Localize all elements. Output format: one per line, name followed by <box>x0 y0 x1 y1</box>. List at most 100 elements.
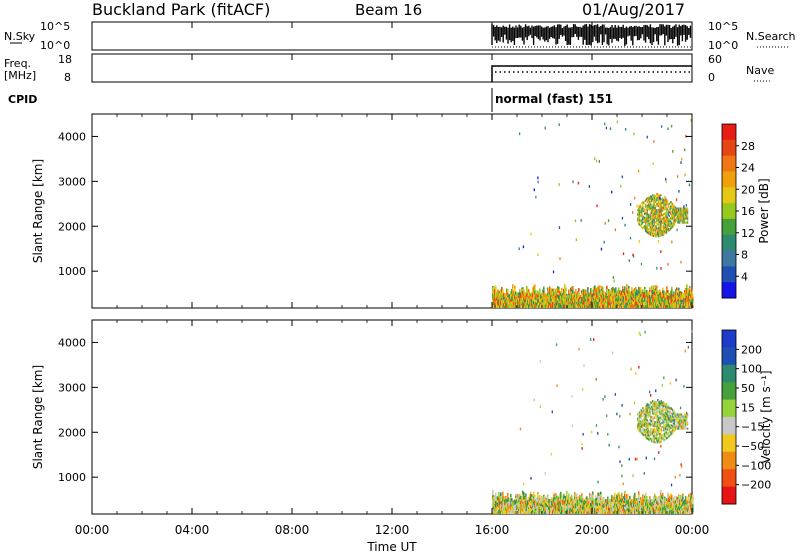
power-cell <box>561 290 563 293</box>
velocity-cell <box>564 498 566 501</box>
power-cell <box>682 221 684 224</box>
power-cell <box>660 224 663 227</box>
velocity-cell <box>498 495 500 498</box>
velocity-cell <box>670 507 672 511</box>
velocity-cell <box>664 414 666 417</box>
velocity-cell <box>655 435 657 438</box>
power-cell <box>561 298 563 303</box>
power-cell <box>599 285 601 290</box>
power-cell <box>633 297 635 300</box>
power-cell <box>641 208 643 211</box>
power-cell <box>508 297 510 301</box>
velocity-cell <box>657 415 659 418</box>
velocity-cell <box>652 502 654 505</box>
power-cell <box>651 232 653 235</box>
power-cell <box>556 302 558 306</box>
power-cell <box>594 292 596 296</box>
velocity-cell <box>658 427 660 430</box>
power-cell <box>623 293 625 297</box>
velocity-cell <box>656 439 658 442</box>
power-cell <box>542 297 544 300</box>
velocity-cell <box>655 509 657 511</box>
power-cell <box>668 300 670 302</box>
power-cell <box>519 298 521 302</box>
power-cell <box>537 305 539 308</box>
velocity-cell <box>674 414 677 417</box>
power-cell <box>625 300 627 303</box>
velocity-cell <box>564 510 566 514</box>
power-cell <box>638 293 640 296</box>
power-cell <box>650 197 652 200</box>
velocity-cell <box>507 511 509 514</box>
velocity-cell <box>549 499 551 503</box>
power-cell <box>497 296 499 301</box>
velocity-cell <box>552 506 554 511</box>
velocity-cell <box>580 504 582 508</box>
power-cell <box>653 288 655 292</box>
power-cell <box>680 217 683 220</box>
velocity-cell <box>676 425 678 428</box>
velocity-cell <box>617 498 619 502</box>
velocity-cell <box>657 405 659 408</box>
velocity-cell <box>541 496 543 498</box>
velocity-cell <box>508 501 510 503</box>
power-cell <box>613 290 615 294</box>
velocity-cell <box>647 427 649 431</box>
power-cell <box>651 285 653 290</box>
power-cell <box>649 294 651 298</box>
power-cell <box>607 295 609 298</box>
power-cell <box>549 305 551 308</box>
power-cell <box>690 294 692 297</box>
power-cell <box>686 215 688 218</box>
power-cell <box>652 194 655 197</box>
velocity-cell <box>509 508 511 511</box>
power-cell <box>533 304 535 308</box>
power-cell <box>517 302 519 305</box>
velocity-cell <box>639 506 641 510</box>
velocity-cell <box>667 407 670 410</box>
velocity-cell <box>653 435 656 438</box>
power-cell <box>619 304 621 308</box>
velocity-cell <box>641 410 643 413</box>
power-cell <box>628 259 630 262</box>
velocity-cell <box>561 510 563 514</box>
power-cell <box>647 213 649 216</box>
velocity-cell <box>608 500 610 504</box>
velocity-cell <box>659 412 662 415</box>
power-cell <box>676 215 678 218</box>
power-cell <box>506 306 508 308</box>
velocity-cell <box>548 506 550 510</box>
velocity-cell <box>619 496 621 500</box>
velocity-cell <box>687 500 689 505</box>
power-cell <box>643 208 645 211</box>
velocity-cell <box>645 456 647 460</box>
velocity-cell <box>523 492 525 496</box>
velocity-cell <box>665 502 667 507</box>
velocity-cell <box>628 507 630 509</box>
velocity-cell <box>616 507 618 511</box>
velocity-cell <box>683 427 685 430</box>
power-cell <box>653 300 655 302</box>
velocity-cell <box>624 490 626 495</box>
velocity-cell <box>580 502 582 505</box>
power-cell <box>540 297 542 300</box>
velocity-cell <box>656 496 658 501</box>
velocity-cell <box>658 412 661 415</box>
velocity-cell <box>677 497 679 500</box>
power-cell <box>525 295 527 299</box>
velocity-cell <box>638 427 641 430</box>
power-cell <box>660 212 663 215</box>
power-cell <box>665 221 668 224</box>
velocity-cell <box>670 431 672 434</box>
velocity-cell <box>670 421 672 424</box>
power-cell <box>679 219 681 222</box>
power-cell <box>641 297 643 300</box>
power-cell <box>659 208 662 211</box>
power-cell <box>677 303 679 306</box>
power-cell <box>546 306 548 308</box>
power-cell <box>530 296 532 299</box>
velocity-cell <box>648 406 650 409</box>
power-cell <box>519 295 521 299</box>
velocity-cell <box>590 494 592 498</box>
